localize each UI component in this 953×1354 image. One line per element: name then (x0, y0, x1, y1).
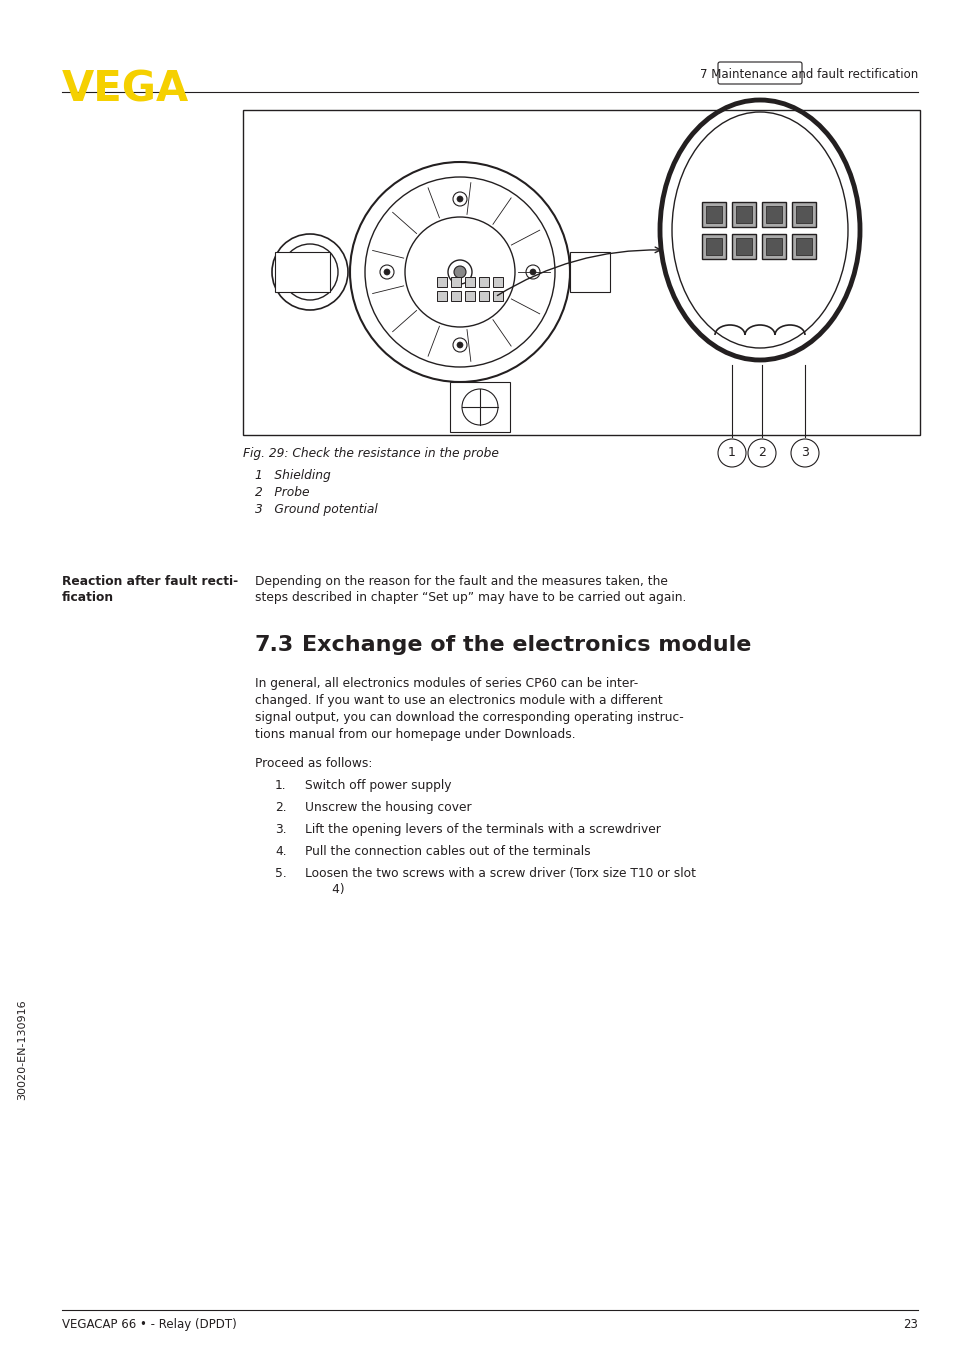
Bar (761, 234, 785, 259)
Text: Unscrew the housing cover: Unscrew the housing cover (305, 802, 471, 814)
Bar (478, 278, 489, 287)
Bar (701, 234, 725, 259)
Text: 1   Shielding: 1 Shielding (254, 468, 331, 482)
Bar (701, 202, 725, 227)
Circle shape (379, 265, 394, 279)
Bar (731, 202, 755, 227)
Bar (451, 278, 460, 287)
Bar (795, 206, 811, 223)
Bar (436, 278, 447, 287)
Bar (569, 252, 609, 292)
Text: 4): 4) (305, 883, 344, 896)
Bar (765, 238, 781, 255)
Text: VEGACAP 66 • - Relay (DPDT): VEGACAP 66 • - Relay (DPDT) (62, 1317, 236, 1331)
Bar (795, 238, 811, 255)
Bar (735, 238, 751, 255)
Text: In general, all electronics modules of series CP60 can be inter-: In general, all electronics modules of s… (254, 677, 638, 691)
Text: 3   Ground potential: 3 Ground potential (254, 502, 377, 516)
Circle shape (454, 265, 465, 278)
Bar (464, 291, 475, 301)
Bar (436, 291, 447, 301)
Text: steps described in chapter “Set up” may have to be carried out again.: steps described in chapter “Set up” may … (254, 590, 685, 604)
Bar (735, 206, 751, 223)
Text: Switch off power supply: Switch off power supply (305, 779, 451, 792)
Text: Proceed as follows:: Proceed as follows: (254, 757, 372, 770)
Bar (761, 202, 785, 227)
Text: Lift the opening levers of the terminals with a screwdriver: Lift the opening levers of the terminals… (305, 823, 660, 835)
Text: 5.: 5. (274, 867, 287, 880)
Bar (464, 278, 475, 287)
Circle shape (525, 265, 539, 279)
Circle shape (456, 343, 462, 348)
Bar (450, 382, 510, 432)
Circle shape (384, 269, 390, 275)
Bar (791, 234, 815, 259)
Text: 2.: 2. (274, 802, 286, 814)
Circle shape (453, 192, 467, 206)
Bar (493, 291, 502, 301)
Circle shape (530, 269, 536, 275)
FancyBboxPatch shape (718, 62, 801, 84)
Text: 3.: 3. (274, 823, 286, 835)
Bar (451, 291, 460, 301)
Text: Loosen the two screws with a screw driver (Torx size T10 or slot: Loosen the two screws with a screw drive… (305, 867, 696, 880)
Text: 1.: 1. (274, 779, 286, 792)
Text: 4.: 4. (274, 845, 286, 858)
Text: Reaction after fault recti-: Reaction after fault recti- (62, 575, 238, 588)
Text: 2: 2 (758, 447, 765, 459)
Text: Fig. 29: Check the resistance in the probe: Fig. 29: Check the resistance in the pro… (243, 447, 498, 460)
Text: 23: 23 (902, 1317, 917, 1331)
Bar (478, 291, 489, 301)
Bar (705, 206, 721, 223)
Text: Pull the connection cables out of the terminals: Pull the connection cables out of the te… (305, 845, 590, 858)
Bar (731, 234, 755, 259)
Text: fication: fication (62, 590, 114, 604)
Circle shape (456, 196, 462, 202)
Text: 30020-EN-130916: 30020-EN-130916 (17, 999, 27, 1101)
Bar (493, 278, 502, 287)
Text: 7.3: 7.3 (254, 635, 294, 655)
Bar (243, 110, 919, 435)
Text: tions manual from our homepage under Downloads.: tions manual from our homepage under Dow… (254, 728, 575, 741)
Bar (274, 252, 330, 292)
Text: 3: 3 (801, 447, 808, 459)
Circle shape (453, 338, 467, 352)
Text: Exchange of the electronics module: Exchange of the electronics module (302, 635, 751, 655)
Text: 1: 1 (727, 447, 735, 459)
Bar (791, 202, 815, 227)
Text: changed. If you want to use an electronics module with a different: changed. If you want to use an electroni… (254, 695, 662, 707)
Text: 7 Maintenance and fault rectification: 7 Maintenance and fault rectification (699, 68, 917, 81)
Text: VEGA: VEGA (62, 68, 189, 110)
Bar (765, 206, 781, 223)
Text: 2   Probe: 2 Probe (254, 486, 309, 500)
Text: signal output, you can download the corresponding operating instruc-: signal output, you can download the corr… (254, 711, 683, 724)
Text: Depending on the reason for the fault and the measures taken, the: Depending on the reason for the fault an… (254, 575, 667, 588)
Bar (705, 238, 721, 255)
